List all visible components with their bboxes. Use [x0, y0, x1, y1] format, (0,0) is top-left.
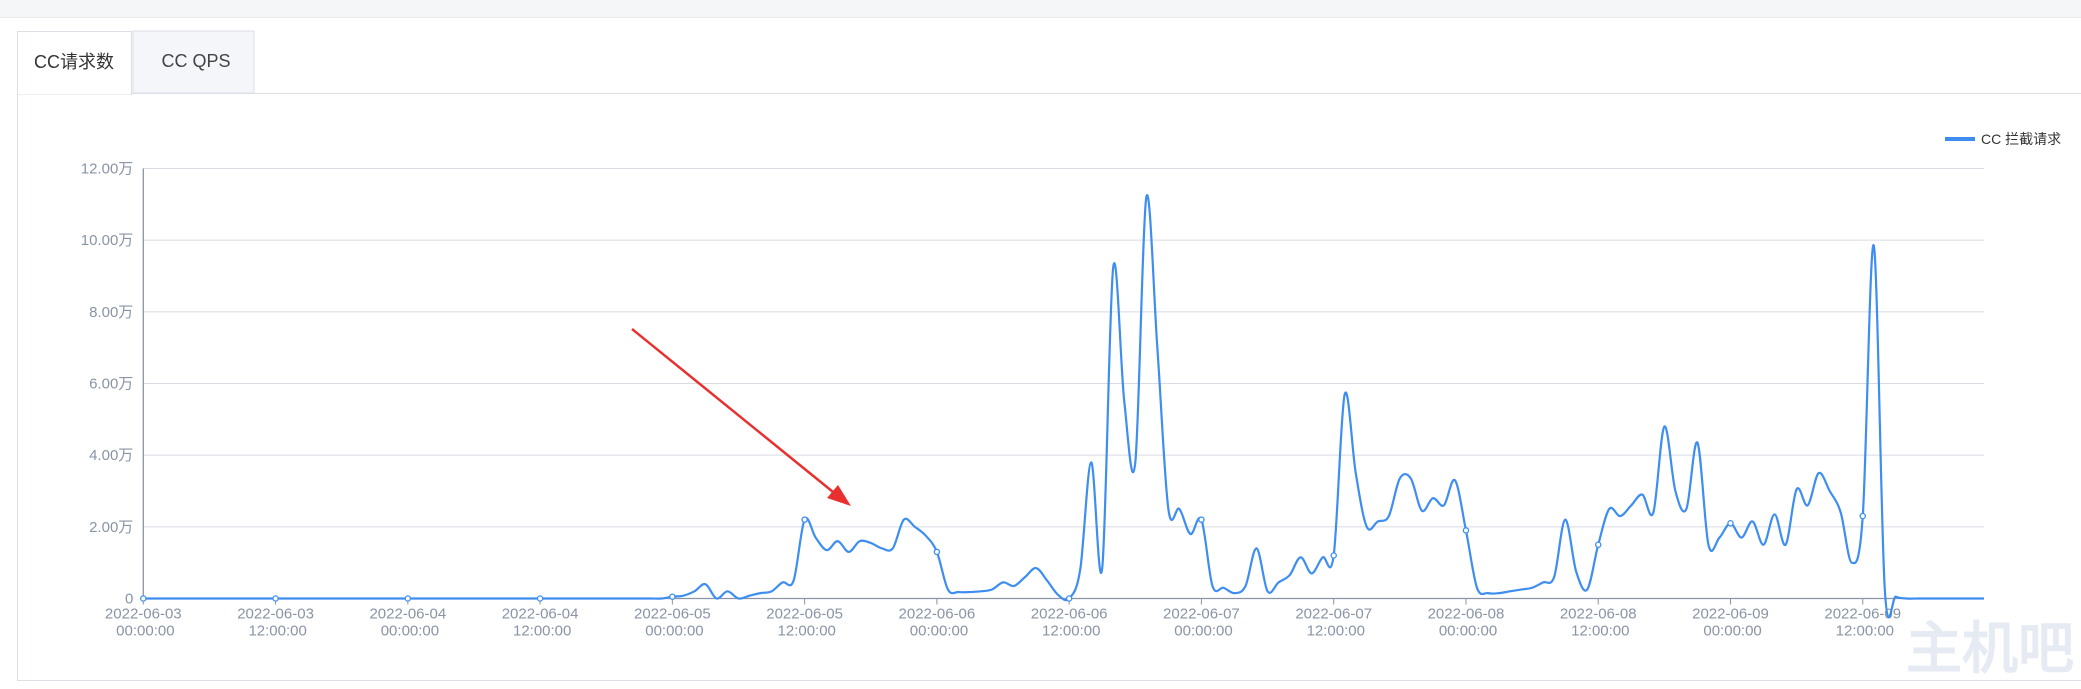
- y-tick-label: 0: [125, 591, 133, 608]
- tab-active[interactable]: [17, 31, 132, 95]
- point-symbol: [801, 516, 808, 523]
- tab-label[interactable]: CC QPS: [161, 51, 230, 71]
- x-tick-label: 2022-06-07 12:00:00: [1295, 606, 1372, 640]
- x-tick-label: 2022-06-08 00:00:00: [1428, 606, 1505, 640]
- point-symbol: [1594, 541, 1602, 549]
- x-tick-label: 2022-06-07 00:00:00: [1163, 606, 1240, 640]
- x-tick-label: 2022-06-06 00:00:00: [899, 606, 976, 640]
- series-line: [143, 193, 1984, 619]
- x-tick-label: 2022-06-09 00:00:00: [1692, 606, 1769, 640]
- x-tick-label: 2022-06-04 00:00:00: [369, 606, 446, 640]
- x-tick-label: 2022-06-03 12:00:00: [237, 606, 314, 640]
- point-symbol: [1198, 516, 1205, 523]
- x-tick-label: 2022-06-05 12:00:00: [766, 606, 843, 640]
- point-symbol: [140, 595, 147, 602]
- y-tick-label: 2.00万: [89, 519, 133, 536]
- point-symbol: [1065, 595, 1073, 602]
- point-symbol: [536, 595, 544, 602]
- plot: 0 2.00万 4.00万 6.00万 8.00万 10.00万 12.00万 2022-06…: [81, 131, 2061, 640]
- legend-label: CC 拦截请求: [1981, 131, 2061, 147]
- x-tick-label: 2022-06-03 00:00:00: [105, 606, 182, 640]
- point-symbol: [933, 548, 941, 556]
- y-tick-label: 6.00万: [89, 376, 133, 393]
- point-symbol: [1727, 520, 1734, 527]
- y-tick-label: 8.00万: [89, 304, 133, 321]
- y-tick-label: 12.00万: [81, 161, 134, 178]
- x-tick-label: 2022-06-08 12:00:00: [1560, 606, 1637, 640]
- point-symbol: [1462, 527, 1470, 534]
- tab-label[interactable]: CC请求数: [34, 52, 114, 72]
- point-symbol: [404, 595, 412, 602]
- y-tick-label: 10.00万: [81, 232, 134, 249]
- panel: [17, 93, 2081, 681]
- point-symbol: [1330, 552, 1337, 559]
- top-band: [0, 0, 2081, 17]
- x-tick-label: 2022-06-06 12:00:00: [1031, 606, 1108, 640]
- watermark: 主机吧: [1906, 617, 2074, 680]
- x-tick-label: 2022-06-04 12:00:00: [502, 606, 579, 640]
- annotation-arrow: [631, 328, 839, 497]
- tab-inactive[interactable]: [132, 30, 255, 94]
- point-symbol: [1859, 512, 1867, 520]
- x-tick-label: 2022-06-05 00:00:00: [634, 606, 711, 640]
- point-symbol: [669, 593, 676, 600]
- point-symbol: [272, 595, 279, 602]
- y-tick-label: 4.00万: [89, 447, 133, 464]
- annotation-arrow-head: [827, 485, 851, 506]
- x-tick-label: 2022-06-09 12:00:00: [1824, 606, 1901, 640]
